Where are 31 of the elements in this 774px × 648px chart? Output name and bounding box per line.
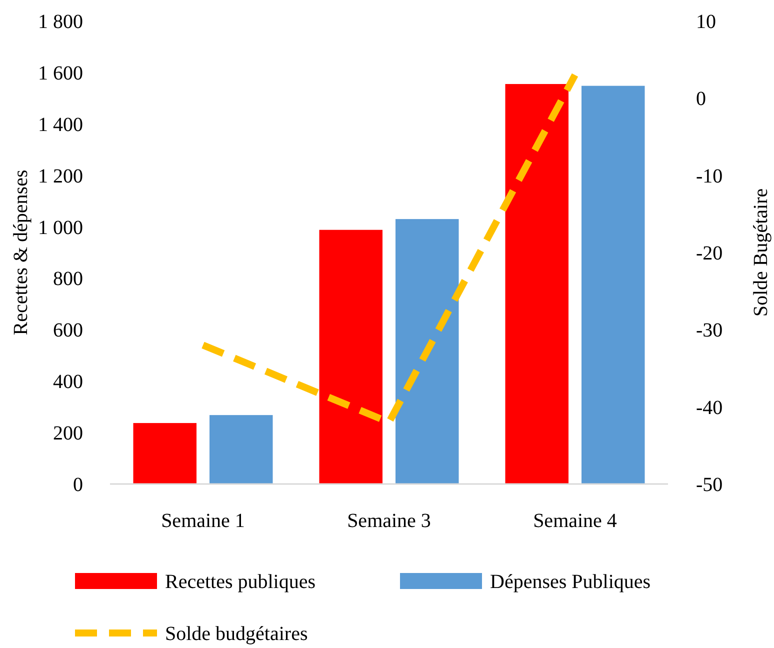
bar <box>210 415 273 484</box>
legend-label: Solde budgétaires <box>165 623 308 645</box>
y2-tick-label: 10 <box>696 11 716 33</box>
y2-tick-label: -20 <box>696 242 723 264</box>
y-tick-label: 1 800 <box>38 11 83 33</box>
y-tick-label: 1 000 <box>38 216 83 239</box>
y-tick-label: 200 <box>53 422 83 445</box>
bar <box>505 84 568 484</box>
x-tick-label: Semaine 1 <box>161 510 245 532</box>
bar <box>319 230 382 484</box>
legend-label: Recettes publiques <box>165 571 316 593</box>
y-tick-label: 600 <box>53 320 83 342</box>
bar <box>396 219 459 484</box>
y-axis-title: Recettes & dépenses <box>10 170 32 336</box>
bar <box>133 423 196 484</box>
y2-tick-label: -40 <box>696 396 723 419</box>
y2-tick-label: -50 <box>696 474 723 496</box>
y-tick-label: 0 <box>73 474 83 496</box>
y2-tick-label: -30 <box>696 320 723 342</box>
y-tick-label: 800 <box>53 268 83 290</box>
x-tick-label: Semaine 4 <box>533 510 617 532</box>
y-tick-label: 1 600 <box>38 62 83 84</box>
y2-axis-title: Solde Bugétaire <box>750 188 772 317</box>
y2-tick-label: 0 <box>696 88 706 110</box>
legend-label: Dépenses Publiques <box>490 571 651 593</box>
x-tick-label: Semaine 3 <box>347 510 431 532</box>
bar <box>582 86 645 484</box>
y2-tick-label: -10 <box>696 165 723 188</box>
y-tick-label: 1 400 <box>38 114 83 136</box>
y-tick-label: 400 <box>53 371 83 394</box>
y-tick-label: 1 200 <box>38 165 83 188</box>
